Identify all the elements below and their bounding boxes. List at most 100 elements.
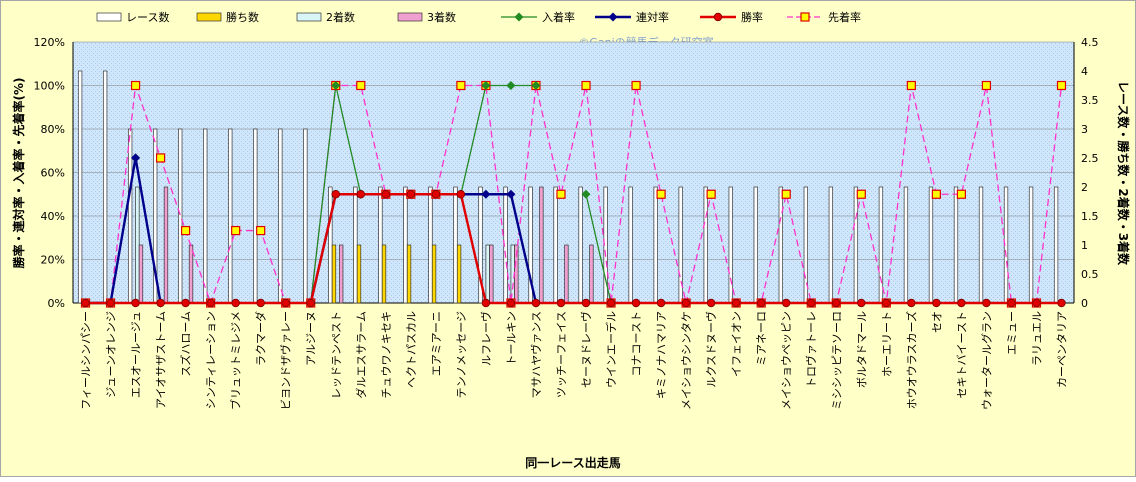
bar-レース数 xyxy=(978,186,984,304)
bar-3着数 xyxy=(589,244,594,304)
legend-marker xyxy=(514,12,524,22)
bar-レース数 xyxy=(753,186,758,304)
y-tick-right: 2 xyxy=(1081,181,1088,194)
y-tick-left: 0% xyxy=(48,297,65,310)
marker-勝率 xyxy=(581,298,591,308)
bar-レース数 xyxy=(578,186,583,304)
marker-勝率 xyxy=(156,298,165,308)
x-tick-label: アルジーヌ xyxy=(305,311,318,366)
x-tick-label: ダルエスサラーム xyxy=(354,311,368,399)
marker-勝率 xyxy=(1057,298,1066,308)
legend-label: 2着数 xyxy=(326,10,355,24)
line-入着率 xyxy=(585,194,612,304)
bar-レース数 xyxy=(553,186,558,304)
x-tick-label: エミュー xyxy=(1005,311,1018,355)
bar-レース数 xyxy=(428,186,433,304)
marker-勝率 xyxy=(431,190,441,199)
legend-swatch xyxy=(397,12,423,22)
x-tick-label: ミシシッピテソーロ xyxy=(830,311,843,410)
bar-レース数 xyxy=(278,128,283,304)
y-tick-right: 4.5 xyxy=(1081,36,1099,49)
bar-レース数 xyxy=(178,128,183,304)
marker-勝率 xyxy=(256,298,265,308)
bar-レース数 xyxy=(853,186,859,304)
y-axis-label-right: レース数・勝ち数・2着数・3着数 xyxy=(1116,81,1131,266)
bar-レース数 xyxy=(453,186,458,304)
legend-label: レース数 xyxy=(126,11,169,24)
x-tick-label: エアミアーニ xyxy=(430,311,443,376)
marker-勝率 xyxy=(982,298,991,308)
bar-レース数 xyxy=(1053,186,1059,304)
x-tick-label: セーヌドレーヴ xyxy=(579,311,593,388)
bar-レース数 xyxy=(928,186,934,304)
x-tick-label: マサハヤヴァンス xyxy=(529,311,543,398)
bar-勝ち数 xyxy=(406,244,412,304)
bar-勝ち数 xyxy=(356,244,362,304)
x-axis-label: 同一レース出走馬 xyxy=(525,455,620,470)
marker-勝率 xyxy=(81,298,90,308)
bar-レース数 xyxy=(378,186,383,304)
x-tick-label: ホーエリート xyxy=(880,311,893,377)
x-tick-label: ルクスドヌーヴ xyxy=(704,311,718,388)
marker-勝率 xyxy=(406,190,416,199)
marker-入着率 xyxy=(331,81,341,90)
marker-勝率 xyxy=(106,298,115,308)
bar-3着数 xyxy=(489,244,494,304)
marker-先着率 xyxy=(981,80,992,91)
y-tick-right: 0.5 xyxy=(1081,268,1099,281)
marker-入着率 xyxy=(481,81,491,90)
x-tick-label: ヘクトパスカル xyxy=(405,311,418,388)
bar-勝ち数 xyxy=(431,244,437,304)
marker-先着率 xyxy=(906,80,916,91)
marker-先着率 xyxy=(130,80,141,91)
bar-レース数 xyxy=(1028,186,1034,304)
x-tick-label: ホウオウラスカーズ xyxy=(904,311,918,409)
marker-先着率 xyxy=(231,225,241,236)
x-tick-label: セキトバイースト xyxy=(955,311,968,398)
marker-勝率 xyxy=(381,190,391,199)
marker-勝率 xyxy=(656,298,666,308)
x-tick-label: セオ xyxy=(930,311,943,333)
y-tick-left: 40% xyxy=(41,210,65,223)
bar-レース数 xyxy=(228,128,233,304)
marker-勝率 xyxy=(756,298,766,308)
bar-3着数 xyxy=(188,244,194,304)
marker-勝率 xyxy=(706,298,716,308)
bar-勝ち数 xyxy=(381,244,387,304)
marker-勝率 xyxy=(456,190,466,199)
marker-先着率 xyxy=(856,189,866,199)
marker-先着率 xyxy=(356,80,366,91)
bar-3着数 xyxy=(163,186,169,304)
x-tick-label: チュウワノキセキ xyxy=(380,311,393,398)
marker-勝率 xyxy=(181,298,190,308)
bar-3着数 xyxy=(339,244,344,304)
x-tick-label: ラクマーダ xyxy=(254,311,268,366)
bar-レース数 xyxy=(628,186,633,304)
x-tick-label: キミノナハマリア xyxy=(655,311,668,399)
y-axis-label-left: 勝率・連対率・入着率・先着率(%) xyxy=(11,78,26,269)
bar-レース数 xyxy=(878,186,884,304)
bar-3着数 xyxy=(564,244,569,304)
legend-label: 連対率 xyxy=(636,10,669,24)
y-tick-right: 3.5 xyxy=(1081,94,1099,107)
bar-レース数 xyxy=(77,70,83,304)
marker-勝率 xyxy=(731,298,741,308)
marker-先着率 xyxy=(256,225,266,236)
y-tick-right: 0 xyxy=(1081,297,1088,310)
y-tick-right: 4 xyxy=(1081,65,1088,78)
marker-勝率 xyxy=(832,298,841,308)
marker-勝率 xyxy=(957,298,966,308)
bar-レース数 xyxy=(828,186,834,304)
y-tick-right: 1 xyxy=(1081,239,1088,252)
legend-label: 先着率 xyxy=(828,10,861,24)
bar-レース数 xyxy=(953,186,959,304)
marker-勝率 xyxy=(206,298,215,308)
marker-先着率 xyxy=(556,189,566,199)
line-入着率 xyxy=(460,84,536,195)
marker-先着率 xyxy=(656,189,666,199)
bar-レース数 xyxy=(102,70,108,304)
x-tick-label: アイオサザストーム xyxy=(155,311,168,409)
x-tick-label: エスオールージュ xyxy=(130,311,143,398)
marker-勝率 xyxy=(131,298,140,308)
x-tick-label: レッドテンペスト xyxy=(330,311,343,399)
